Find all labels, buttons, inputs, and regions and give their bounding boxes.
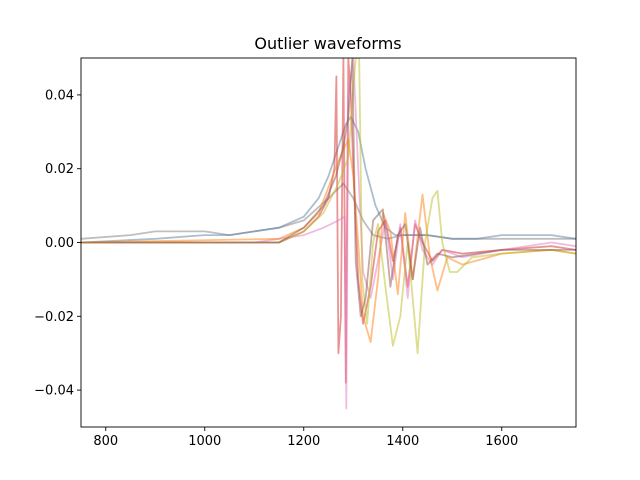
x-tick-label: 1200 (287, 434, 320, 449)
waveform-line-5 (81, 138, 576, 343)
waveform-line-7 (81, 58, 576, 318)
x-axis: 800 1000 1200 1400 1600 (93, 427, 518, 449)
waveform-line-3 (81, 58, 576, 384)
x-tick-label: 1600 (485, 434, 518, 449)
y-tick-label: 0.02 (45, 162, 74, 177)
y-axis: −0.04 −0.02 0.00 0.02 0.04 (34, 88, 81, 399)
waveform-line-2 (81, 116, 576, 244)
x-tick-label: 1000 (188, 434, 221, 449)
x-tick-label: 1400 (386, 434, 419, 449)
series-layer (81, 58, 576, 410)
waveform-line-4 (81, 58, 576, 410)
y-tick-label: 0.04 (45, 88, 74, 103)
chart-title: Outlier waveforms (254, 34, 401, 53)
waveform-line-6 (81, 58, 576, 355)
x-tick-label: 800 (93, 434, 118, 449)
y-tick-label: −0.02 (34, 310, 74, 325)
y-tick-label: −0.04 (34, 384, 74, 399)
y-tick-label: 0.00 (45, 236, 74, 251)
